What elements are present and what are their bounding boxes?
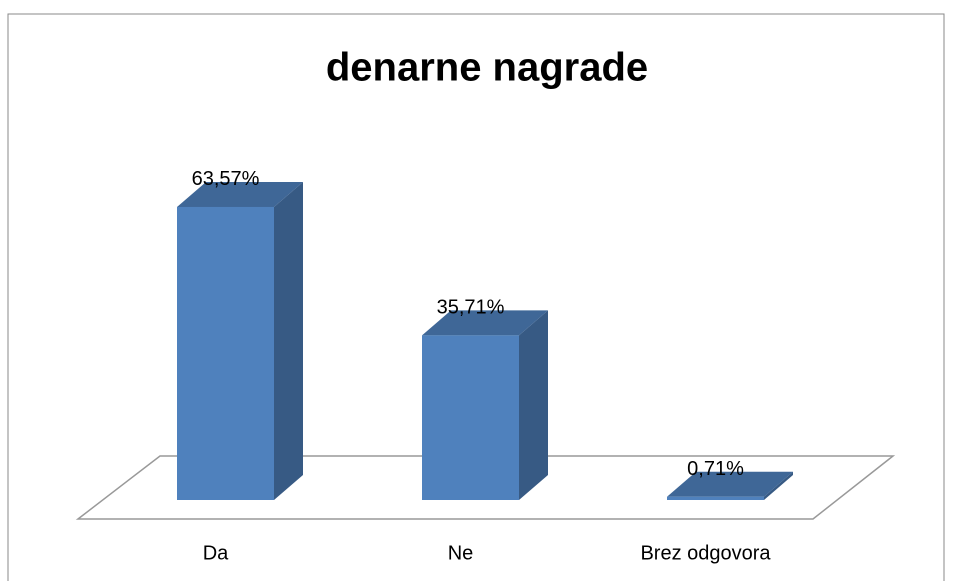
bar-side (274, 181, 303, 500)
x-tick-label: Da (203, 542, 229, 564)
x-tick-label: Brez odgovora (640, 542, 771, 564)
data-label: 0,71% (687, 458, 744, 480)
bar-front (667, 496, 764, 500)
bar-side (764, 471, 793, 500)
bar-top (667, 471, 793, 497)
bar-top (177, 181, 303, 207)
bar-top (422, 310, 548, 336)
chart-frame (7, 13, 945, 581)
bar (667, 471, 793, 500)
bar (177, 181, 303, 500)
bar-side (519, 310, 548, 500)
chart-title: denarne nagrade (326, 46, 648, 90)
bar (422, 310, 548, 500)
bar-front (422, 335, 519, 500)
x-tick-label: Ne (448, 542, 474, 564)
data-label: 35,71% (437, 297, 505, 319)
data-label: 63,57% (192, 168, 260, 190)
bar-front (177, 206, 274, 500)
